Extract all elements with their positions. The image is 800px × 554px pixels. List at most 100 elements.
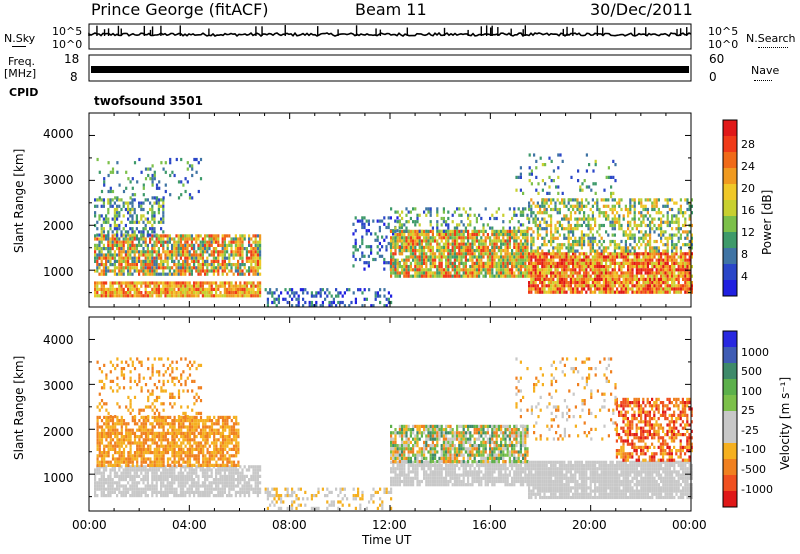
heat-cell (644, 223, 647, 228)
heat-cell (605, 284, 608, 288)
heat-cell (579, 185, 582, 189)
heat-cell (118, 240, 121, 244)
heat-cell (605, 198, 608, 202)
heat-cell (162, 484, 165, 488)
heat-cell (217, 250, 220, 254)
heat-cell (440, 274, 443, 278)
heat-cell (594, 287, 597, 291)
heat-cell (517, 258, 520, 262)
heat-cell (547, 261, 550, 265)
heat-cell (677, 277, 680, 281)
heat-cell (107, 494, 110, 498)
heat-cell (328, 304, 331, 308)
heat-cell (155, 250, 158, 254)
heat-cell (613, 252, 616, 256)
heat-cell (493, 261, 496, 265)
heat-cell (151, 256, 154, 260)
heat-cell (620, 268, 623, 272)
heat-cell (392, 261, 395, 265)
heat-cell (541, 281, 544, 285)
heat-cell (212, 240, 215, 244)
heat-cell (467, 213, 470, 217)
heat-cell (254, 471, 257, 475)
heat-cell (511, 268, 514, 272)
heat-cell (558, 246, 561, 250)
heat-cell (517, 274, 520, 278)
heat-cell (390, 294, 393, 298)
heat-cell (622, 277, 625, 281)
heat-cell (677, 220, 680, 224)
heat-cell (219, 468, 222, 472)
heat-cell (561, 287, 564, 291)
heat-cell (140, 266, 143, 270)
heat-cell (155, 468, 158, 472)
heat-cell (489, 265, 492, 269)
heat-cell (184, 250, 187, 254)
heat-cell (464, 226, 467, 230)
heat-cell (142, 250, 145, 254)
heat-cell (151, 164, 154, 168)
heat-cell (367, 219, 370, 223)
heat-cell (144, 269, 147, 273)
heat-cell (116, 204, 119, 208)
heat-cell (168, 234, 171, 238)
heat-cell (618, 284, 621, 288)
heat-cell (221, 237, 224, 241)
heat-cell (179, 494, 182, 498)
heat-cell (116, 259, 119, 263)
heat-cell (193, 266, 196, 270)
heat-cell (495, 265, 498, 269)
heat-cell (565, 236, 568, 240)
heat-cell (190, 490, 193, 494)
heat-cell (578, 255, 581, 259)
heat-cell (169, 161, 172, 165)
heat-cell (363, 261, 366, 265)
heat-cell (423, 245, 426, 249)
heat-cell (502, 255, 505, 259)
heat-cell (127, 294, 130, 298)
heat-cell (164, 250, 167, 254)
heat-cell (673, 201, 676, 205)
heat-cell (416, 213, 419, 217)
heat-cell (653, 207, 656, 212)
heat-cell (493, 255, 496, 259)
heat-cell (558, 233, 561, 237)
heat-cell (133, 266, 136, 270)
heat-cell (576, 274, 579, 278)
heat-cell (396, 268, 399, 272)
heat-cell (120, 494, 123, 498)
heat-cell (484, 229, 487, 233)
heat-cell (660, 211, 663, 215)
heat-cell (212, 287, 215, 291)
heat-cell (519, 239, 522, 243)
heat-cell (160, 481, 163, 485)
heat-cell (166, 240, 169, 244)
heat-cell (228, 474, 231, 478)
heat-cell (644, 243, 647, 247)
heat-cell (193, 494, 196, 498)
heat-cell (611, 281, 614, 285)
heat-cell (491, 255, 494, 259)
heat-cell (666, 243, 669, 247)
heat-cell (519, 175, 522, 179)
heat-cell (157, 250, 160, 254)
heat-cell (651, 201, 654, 205)
heat-cell (585, 271, 588, 275)
heat-cell (587, 217, 590, 221)
heat-cell (129, 237, 132, 241)
heat-cell (193, 256, 196, 260)
heat-cell (427, 242, 430, 246)
heat-cell (423, 210, 426, 214)
heat-cell (100, 419, 104, 423)
heat-cell (254, 237, 257, 241)
heat-cell (372, 219, 375, 223)
heat-cell (186, 487, 189, 491)
heat-cell (168, 471, 171, 475)
heat-cell (208, 253, 211, 257)
heat-cell (341, 300, 344, 305)
heat-cell (162, 478, 165, 482)
heat-cell (144, 281, 147, 285)
heat-cell (522, 242, 525, 246)
heat-cell (522, 271, 525, 275)
heat-cell (664, 281, 667, 285)
